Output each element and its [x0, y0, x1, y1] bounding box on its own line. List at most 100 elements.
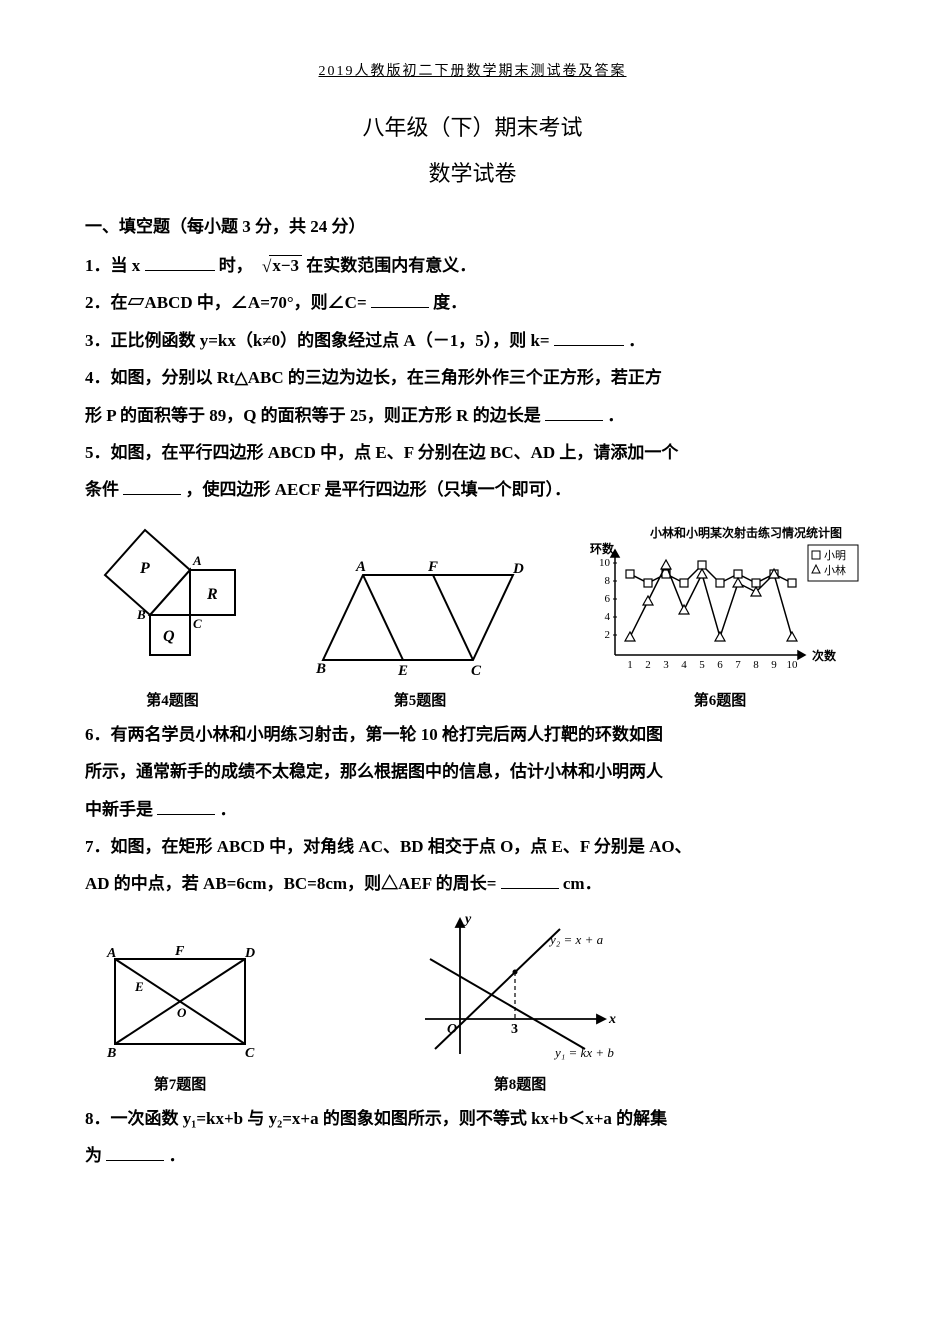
xtick: 5: [699, 659, 705, 671]
q1-text-a: 1．当 x: [85, 256, 140, 275]
xtick: 1: [627, 659, 633, 671]
label-P: P: [139, 560, 150, 577]
legend-ming: 小明: [824, 549, 846, 562]
legend-lin: 小林: [824, 563, 846, 577]
fig6-caption: 第6题图: [694, 689, 747, 710]
fig5-svg: A F D B E C: [308, 555, 533, 685]
xtick: 9: [771, 659, 777, 671]
label-O: O: [177, 1005, 187, 1020]
figure-5: A F D B E C 第5题图: [308, 555, 533, 710]
svg-text:8: 8: [605, 575, 611, 587]
label-line-y1: y₁ = kx + b: [553, 1045, 614, 1060]
xtick: 4: [681, 659, 687, 671]
q3-text-b: ．: [628, 331, 645, 350]
fig6-xlabel: 次数: [812, 648, 837, 663]
q3-text-a: 3．正比例函数 y=kx（k≠0）的图象经过点 A（－1，5），则 k=: [85, 331, 550, 350]
fig6-svg: 小林和小明某次射击练习情况统计图 环数 2 4 6 8 10: [580, 525, 860, 685]
q5-text-b: 条件: [85, 480, 119, 499]
question-7: 7．如图，在矩形 ABCD 中，对角线 AC、BD 相交于点 O，点 E、F 分…: [85, 828, 860, 903]
q5-text-c: ，使四边形 AECF 是平行四边形（只填一个即可）．: [186, 480, 572, 499]
q4-text-b: 形 P 的面积等于 89，Q 的面积等于 25，则正方形 R 的边长是: [85, 406, 541, 425]
blank: [371, 291, 429, 308]
figure-6: 小林和小明某次射击练习情况统计图 环数 2 4 6 8 10: [580, 525, 860, 710]
q6-text-a: 6．有两名学员小林和小明练习射击，第一轮 10 枪打完后两人打靶的环数如图: [85, 725, 663, 744]
exam-subtitle: 数学试卷: [85, 156, 860, 188]
blank: [157, 798, 215, 815]
blank: [545, 404, 603, 421]
q8-text-a: 8．一次函数 y₁=kx+b 与 y₂=x+a 的图象如图所示，则不等式 kx+…: [85, 1109, 667, 1128]
blank: [106, 1144, 164, 1161]
figure-row-2: A F D B C E O 第7题图 3 O: [85, 909, 860, 1094]
xtick: 7: [735, 659, 741, 671]
label-line-y2: y₂ = x + a: [548, 932, 604, 947]
question-3: 3．正比例函数 y=kx（k≠0）的图象经过点 A（－1，5），则 k= ．: [85, 322, 860, 359]
fig6-title: 小林和小明某次射击练习情况统计图: [650, 525, 842, 540]
series-lin: [630, 565, 792, 637]
q2-text-b: 度．: [433, 293, 467, 312]
label-O: O: [447, 1022, 457, 1037]
question-8: 8．一次函数 y₁=kx+b 与 y₂=x+a 的图象如图所示，则不等式 kx+…: [85, 1100, 860, 1175]
q4-text-c: ．: [607, 406, 624, 425]
q2-text-a: 2．在▱ABCD 中，∠A=70°，则∠C=: [85, 293, 367, 312]
radicand: x−3: [269, 255, 302, 275]
question-4: 4．如图，分别以 Rt△ABC 的三边为边长，在三角形外作三个正方形，若正方 形…: [85, 359, 860, 434]
label-D: D: [244, 946, 255, 961]
ytick: 4: [605, 611, 611, 623]
xtick: 8: [753, 659, 759, 671]
label-A: A: [355, 559, 366, 575]
question-5: 5．如图，在平行四边形 ABCD 中，点 E、F 分别在边 BC、AD 上，请添…: [85, 434, 860, 509]
fig8-caption: 第8题图: [494, 1073, 547, 1094]
label-R: R: [206, 586, 218, 603]
fig8-svg: 3 O x y y₂ = x + a y₁ = kx + b: [405, 909, 635, 1069]
label-A: A: [192, 553, 202, 568]
label-y: y: [463, 912, 472, 927]
figure-4: P R Q A B C 第4题图: [85, 515, 260, 710]
question-1: 1．当 x 时， x−3 在实数范围内有意义．: [85, 247, 860, 284]
fig6-ylabel: 环数: [590, 541, 615, 556]
label-E: E: [397, 663, 408, 679]
q4-text-a: 4．如图，分别以 Rt△ABC 的三边为边长，在三角形外作三个正方形，若正方: [85, 368, 662, 387]
exam-title: 八年级（下）期末考试: [85, 110, 860, 142]
blank: [501, 872, 559, 889]
q6-text-b: 所示，通常新手的成绩不太稳定，那么根据图中的信息，估计小林和小明两人: [85, 762, 663, 781]
label-C: C: [193, 616, 202, 631]
question-2: 2．在▱ABCD 中，∠A=70°，则∠C= 度．: [85, 284, 860, 321]
q1-text-c: 在实数范围内有意义．: [306, 256, 476, 275]
xtick: 2: [645, 659, 651, 671]
fig7-caption: 第7题图: [154, 1073, 207, 1094]
label-x: x: [608, 1012, 616, 1027]
blank: [145, 254, 215, 271]
label-F: F: [427, 559, 438, 575]
blank: [554, 329, 624, 346]
fig4-svg: P R Q A B C: [85, 515, 260, 685]
ytick: 6: [605, 593, 611, 605]
q8-text-b: 为: [85, 1146, 102, 1165]
label-C: C: [245, 1046, 255, 1061]
section-1-heading: 一、填空题（每小题 3 分，共 24 分）: [85, 212, 860, 237]
figure-7: A F D B C E O 第7题图: [95, 939, 265, 1094]
sqrt-icon: x−3: [257, 247, 302, 284]
figure-row-1: P R Q A B C 第4题图 A F D B E C 第5题图 小林和小明: [85, 515, 860, 710]
fig5-caption: 第5题图: [394, 689, 447, 710]
q6-text-c: 中新手是: [85, 800, 153, 819]
xtick: 10: [787, 659, 799, 671]
question-6: 6．有两名学员小林和小明练习射击，第一轮 10 枪打完后两人打靶的环数如图 所示…: [85, 716, 860, 828]
xtick: 6: [717, 659, 723, 671]
page-header: 2019人教版初二下册数学期末测试卷及答案: [85, 60, 860, 80]
label-B: B: [106, 1046, 116, 1061]
q1-text-b: 时，: [219, 256, 253, 275]
ytick: 2: [605, 629, 611, 641]
q7-text-a: 7．如图，在矩形 ABCD 中，对角线 AC、BD 相交于点 O，点 E、F 分…: [85, 837, 692, 856]
q7-text-c: cm．: [563, 874, 602, 893]
q6-text-d: ．: [220, 800, 237, 819]
q7-text-b: AD 的中点，若 AB=6cm，BC=8cm，则△AEF 的周长=: [85, 874, 496, 893]
label-3: 3: [511, 1022, 518, 1037]
label-B: B: [136, 607, 146, 622]
label-E: E: [134, 979, 144, 994]
blank: [123, 478, 181, 495]
fig4-caption: 第4题图: [146, 689, 199, 710]
label-F: F: [174, 944, 185, 959]
ytick: 10: [599, 557, 611, 569]
label-A: A: [106, 946, 116, 961]
q5-text-a: 5．如图，在平行四边形 ABCD 中，点 E、F 分别在边 BC、AD 上，请添…: [85, 443, 678, 462]
